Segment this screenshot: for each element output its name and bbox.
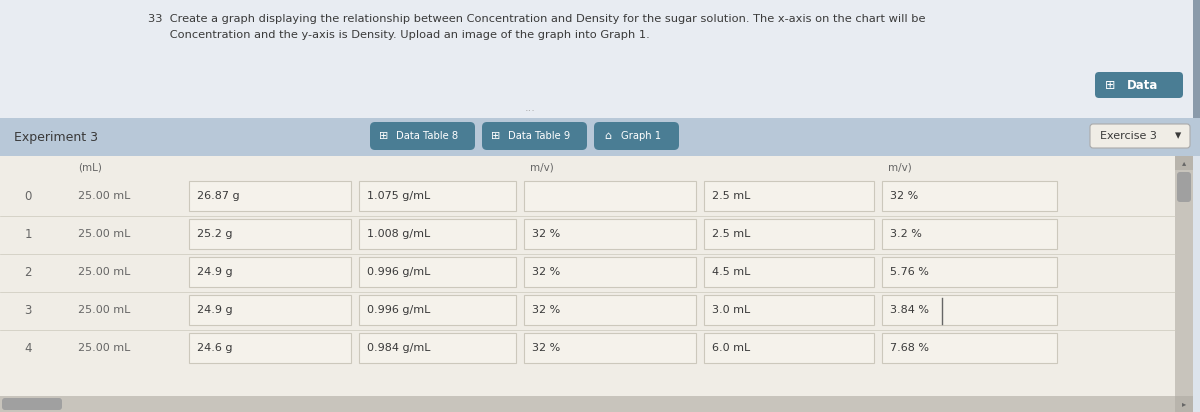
Text: 0.996 g/mL: 0.996 g/mL <box>367 305 431 315</box>
Text: 6.0 mL: 6.0 mL <box>712 343 750 353</box>
Text: ▾: ▾ <box>1175 129 1181 143</box>
Bar <box>1175 156 1193 396</box>
Text: Graph 1: Graph 1 <box>622 131 661 141</box>
Text: 32 %: 32 % <box>532 229 560 239</box>
Text: 25.2 g: 25.2 g <box>197 229 233 239</box>
Text: 25.00 mL: 25.00 mL <box>78 305 131 315</box>
Text: 25.00 mL: 25.00 mL <box>78 267 131 277</box>
Bar <box>524 295 696 325</box>
Text: 2: 2 <box>24 265 31 279</box>
Text: 4: 4 <box>24 342 31 354</box>
Bar <box>524 219 696 249</box>
Text: ▴: ▴ <box>1182 159 1186 168</box>
Text: 32 %: 32 % <box>532 305 560 315</box>
Text: 32 %: 32 % <box>532 267 560 277</box>
Bar <box>0 0 1193 118</box>
Text: 0: 0 <box>24 190 31 203</box>
Bar <box>359 181 516 211</box>
Bar <box>704 257 874 287</box>
Bar <box>524 333 696 363</box>
Text: 0.996 g/mL: 0.996 g/mL <box>367 267 431 277</box>
Bar <box>190 333 352 363</box>
Text: 24.9 g: 24.9 g <box>197 305 233 315</box>
Bar <box>704 333 874 363</box>
Bar <box>704 219 874 249</box>
Bar <box>1175 156 1193 170</box>
Text: 2.5 mL: 2.5 mL <box>712 229 750 239</box>
Text: 25.00 mL: 25.00 mL <box>78 229 131 239</box>
Bar <box>0 156 1175 396</box>
Text: Experiment 3: Experiment 3 <box>14 131 98 143</box>
Text: Concentration and the y-axis is Density. Upload an image of the graph into Graph: Concentration and the y-axis is Density.… <box>148 30 649 40</box>
Bar <box>190 295 352 325</box>
Text: Exercise 3: Exercise 3 <box>1099 131 1157 141</box>
FancyBboxPatch shape <box>1090 124 1190 148</box>
Text: 4.5 mL: 4.5 mL <box>712 267 750 277</box>
Text: ⊞: ⊞ <box>491 131 500 141</box>
Text: 1: 1 <box>24 227 31 241</box>
Bar <box>882 333 1057 363</box>
Bar <box>882 219 1057 249</box>
Bar <box>882 257 1057 287</box>
Text: 1.008 g/mL: 1.008 g/mL <box>367 229 431 239</box>
Text: 3.84 %: 3.84 % <box>890 305 929 315</box>
Bar <box>882 181 1057 211</box>
Text: 3.2 %: 3.2 % <box>890 229 922 239</box>
Bar <box>190 181 352 211</box>
Bar <box>704 295 874 325</box>
Bar <box>1193 0 1200 118</box>
Text: ⊞: ⊞ <box>1105 79 1115 91</box>
Text: 5.76 %: 5.76 % <box>890 267 929 277</box>
Text: 7.68 %: 7.68 % <box>890 343 929 353</box>
Text: 25.00 mL: 25.00 mL <box>78 191 131 201</box>
Text: 32 %: 32 % <box>532 343 560 353</box>
Text: (mL): (mL) <box>78 162 102 172</box>
Bar <box>0 118 1200 156</box>
Text: 26.87 g: 26.87 g <box>197 191 240 201</box>
FancyBboxPatch shape <box>482 122 587 150</box>
Text: Data Table 9: Data Table 9 <box>509 131 571 141</box>
Text: 24.9 g: 24.9 g <box>197 267 233 277</box>
FancyBboxPatch shape <box>2 398 62 410</box>
Bar <box>1175 396 1193 412</box>
Bar <box>524 181 696 211</box>
Text: ...: ... <box>524 103 535 113</box>
Text: 2.5 mL: 2.5 mL <box>712 191 750 201</box>
Text: m/v): m/v) <box>530 162 553 172</box>
FancyBboxPatch shape <box>1096 72 1183 98</box>
Text: m/v): m/v) <box>888 162 912 172</box>
FancyBboxPatch shape <box>370 122 475 150</box>
Bar <box>704 181 874 211</box>
Text: ⊞: ⊞ <box>379 131 389 141</box>
Text: ▸: ▸ <box>1182 400 1186 409</box>
Bar <box>359 333 516 363</box>
Text: 0.984 g/mL: 0.984 g/mL <box>367 343 431 353</box>
Text: 25.00 mL: 25.00 mL <box>78 343 131 353</box>
Bar <box>0 396 1175 412</box>
Bar <box>359 257 516 287</box>
Text: 32 %: 32 % <box>890 191 918 201</box>
Text: 3: 3 <box>24 304 31 316</box>
Text: Data Table 8: Data Table 8 <box>396 131 458 141</box>
FancyBboxPatch shape <box>1177 172 1190 202</box>
Bar <box>190 257 352 287</box>
Text: 1.075 g/mL: 1.075 g/mL <box>367 191 431 201</box>
FancyBboxPatch shape <box>594 122 679 150</box>
Text: ⌂: ⌂ <box>605 131 612 141</box>
Text: 33  Create a graph displaying the relationship between Concentration and Density: 33 Create a graph displaying the relatio… <box>148 14 925 24</box>
Text: 3.0 mL: 3.0 mL <box>712 305 750 315</box>
Bar <box>359 219 516 249</box>
Bar <box>524 257 696 287</box>
Text: 24.6 g: 24.6 g <box>197 343 233 353</box>
Bar <box>359 295 516 325</box>
Bar <box>190 219 352 249</box>
Text: Data: Data <box>1127 79 1159 91</box>
Bar <box>882 295 1057 325</box>
